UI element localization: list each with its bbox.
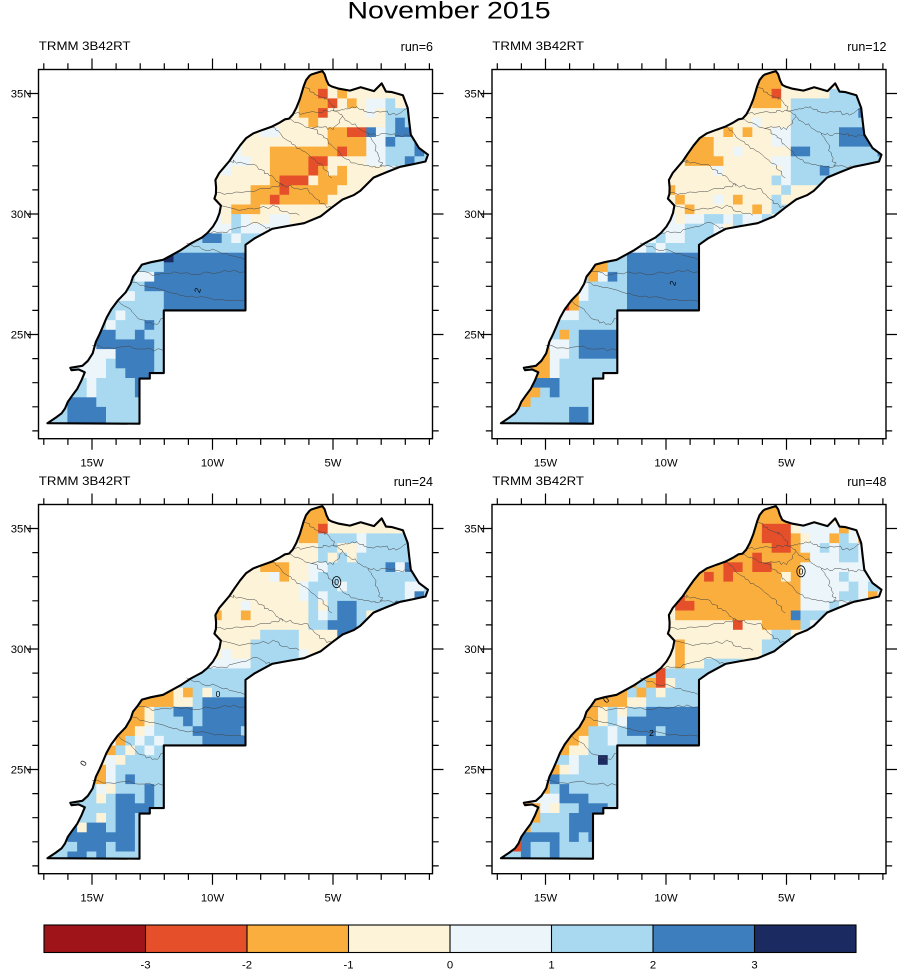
svg-text:35N: 35N bbox=[464, 88, 485, 100]
svg-text:2: 2 bbox=[667, 279, 678, 286]
svg-text:TRMM 3B42RT: TRMM 3B42RT bbox=[39, 39, 131, 53]
svg-text:15W: 15W bbox=[80, 893, 104, 905]
svg-text:5W: 5W bbox=[325, 458, 342, 470]
svg-text:November 2015: November 2015 bbox=[347, 0, 550, 25]
svg-text:15W: 15W bbox=[534, 458, 558, 470]
svg-text:2: 2 bbox=[650, 960, 656, 972]
svg-text:3: 3 bbox=[751, 960, 757, 972]
svg-text:10W: 10W bbox=[654, 893, 678, 905]
svg-text:run=6: run=6 bbox=[401, 40, 433, 54]
svg-text:run=12: run=12 bbox=[847, 40, 886, 54]
svg-text:30N: 30N bbox=[464, 209, 485, 221]
svg-text:35N: 35N bbox=[11, 88, 32, 100]
svg-text:10W: 10W bbox=[201, 893, 225, 905]
svg-text:0: 0 bbox=[78, 758, 89, 767]
svg-text:30N: 30N bbox=[11, 644, 32, 656]
svg-text:30N: 30N bbox=[464, 644, 485, 656]
svg-text:25N: 25N bbox=[11, 764, 32, 776]
svg-text:25N: 25N bbox=[11, 329, 32, 341]
svg-text:0: 0 bbox=[447, 960, 453, 972]
svg-text:0: 0 bbox=[799, 566, 804, 576]
svg-text:15W: 15W bbox=[80, 458, 104, 470]
svg-text:run=48: run=48 bbox=[847, 475, 886, 489]
svg-text:2: 2 bbox=[192, 286, 203, 293]
svg-text:0: 0 bbox=[601, 694, 612, 705]
svg-text:10W: 10W bbox=[201, 458, 225, 470]
svg-text:1: 1 bbox=[548, 960, 554, 972]
svg-text:0: 0 bbox=[334, 577, 339, 587]
svg-text:35N: 35N bbox=[464, 523, 485, 535]
svg-text:35N: 35N bbox=[11, 523, 32, 535]
svg-text:run=24: run=24 bbox=[394, 475, 433, 489]
svg-text:25N: 25N bbox=[464, 764, 485, 776]
svg-text:10W: 10W bbox=[654, 458, 678, 470]
svg-text:-2: -2 bbox=[242, 960, 252, 972]
svg-text:TRMM 3B42RT: TRMM 3B42RT bbox=[39, 474, 131, 488]
svg-text:0: 0 bbox=[216, 689, 221, 699]
svg-text:15W: 15W bbox=[534, 893, 558, 905]
svg-text:TRMM 3B42RT: TRMM 3B42RT bbox=[492, 474, 584, 488]
svg-text:5W: 5W bbox=[325, 893, 342, 905]
svg-text:30N: 30N bbox=[11, 209, 32, 221]
svg-text:-1: -1 bbox=[343, 960, 353, 972]
svg-text:25N: 25N bbox=[464, 329, 485, 341]
svg-text:5W: 5W bbox=[778, 458, 795, 470]
svg-text:2: 2 bbox=[649, 728, 654, 738]
svg-text:5W: 5W bbox=[778, 893, 795, 905]
svg-text:-3: -3 bbox=[140, 960, 150, 972]
svg-text:TRMM 3B42RT: TRMM 3B42RT bbox=[492, 39, 584, 53]
